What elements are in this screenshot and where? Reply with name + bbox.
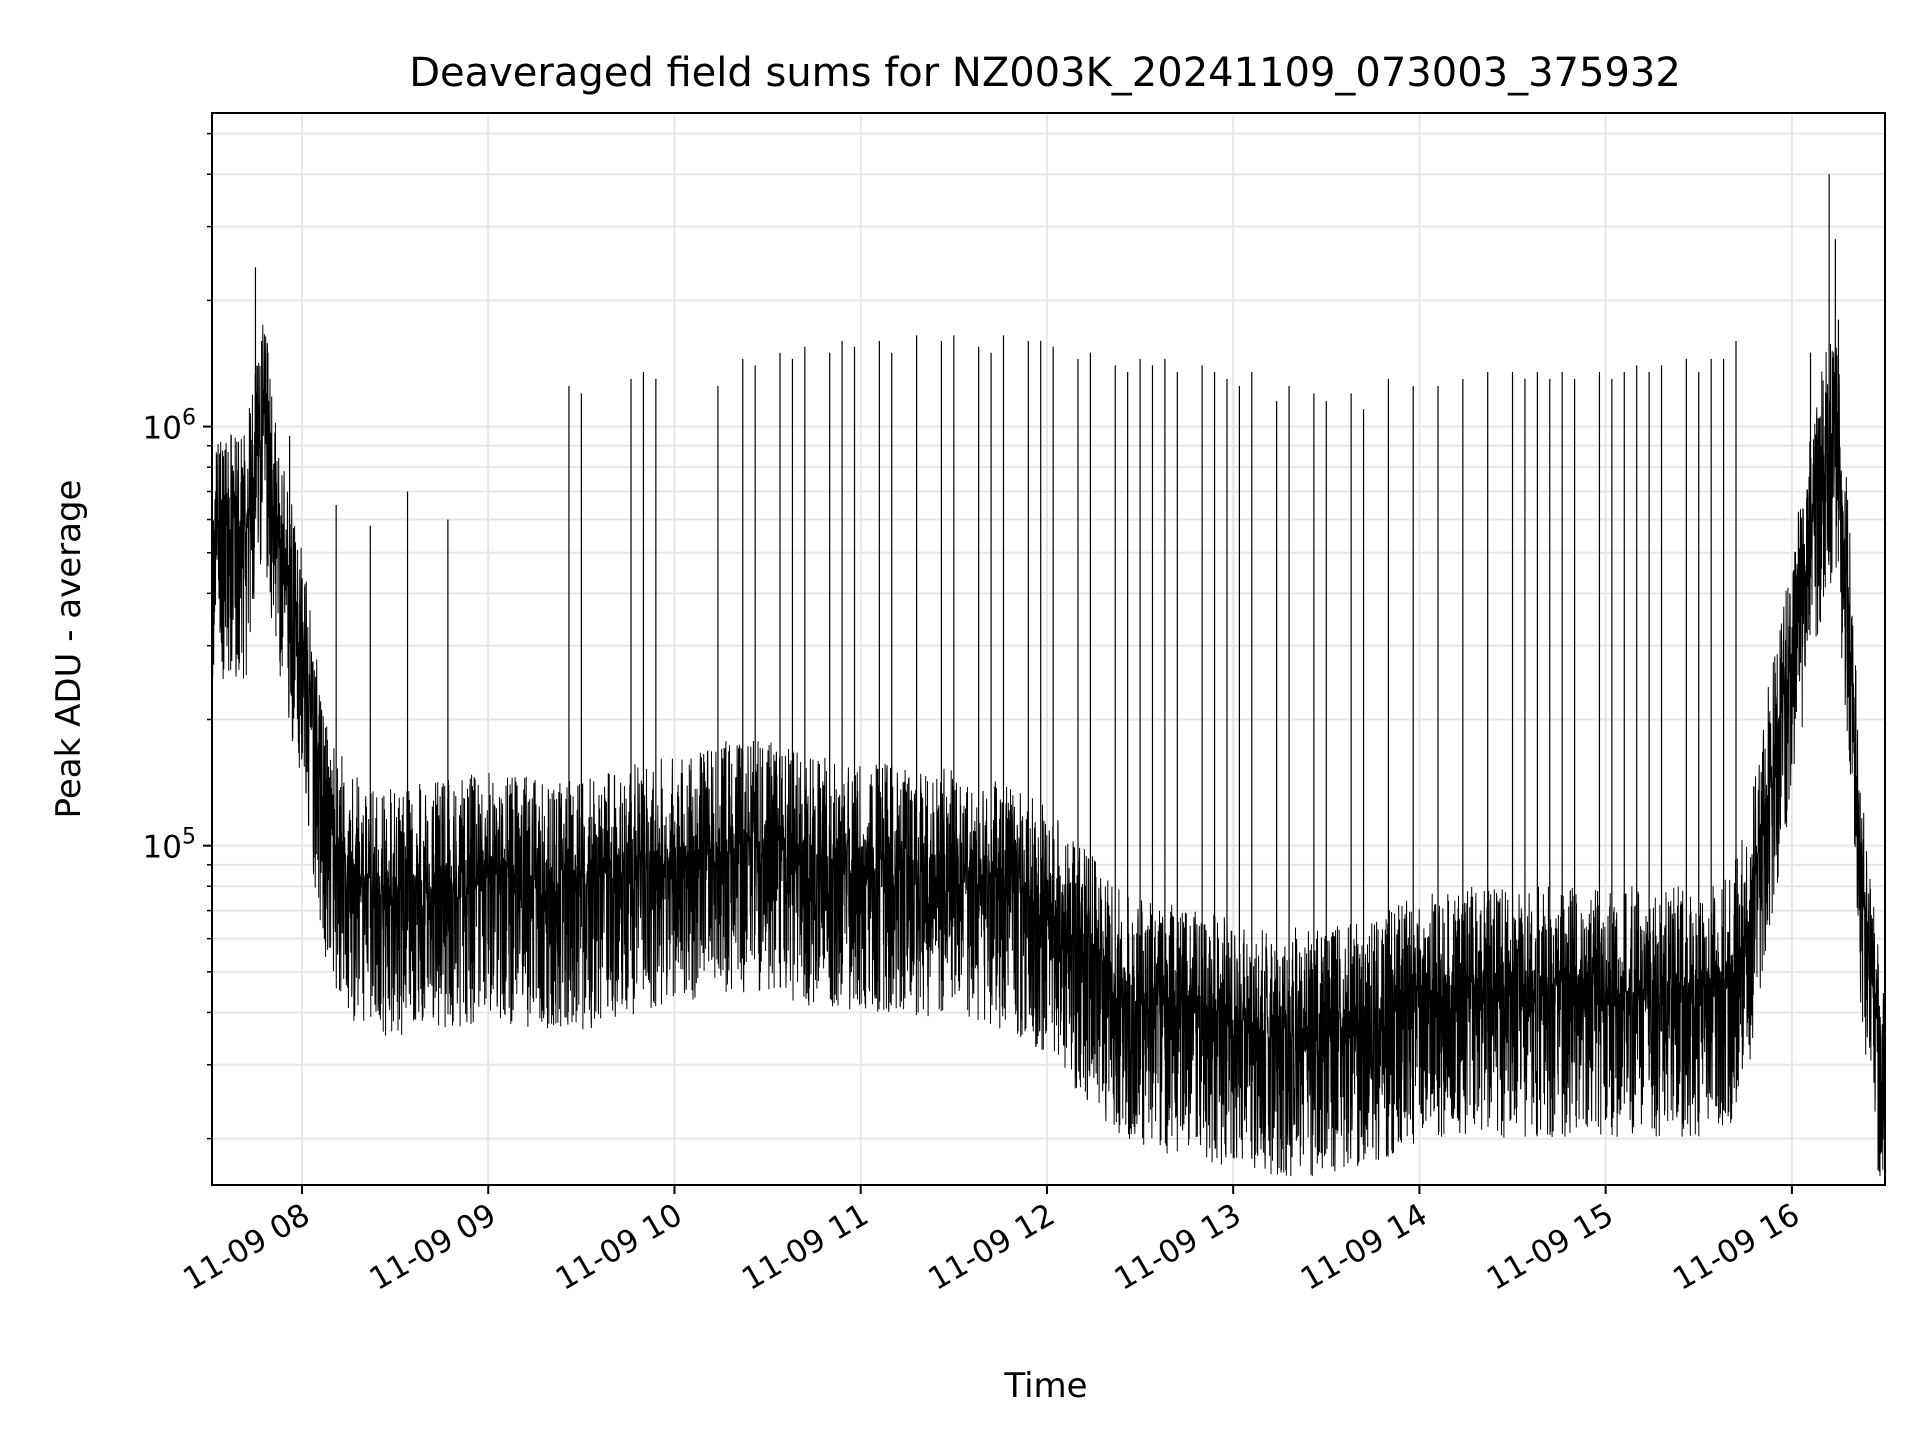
grid bbox=[212, 113, 1885, 1185]
y-tick-label: 106 bbox=[143, 406, 196, 447]
plot-frame bbox=[211, 112, 1886, 1186]
chart-title: Deaveraged field sums for NZ003K_2024110… bbox=[409, 50, 1681, 96]
x-axis-title: Time bbox=[1003, 1366, 1087, 1406]
series-line bbox=[211, 324, 1886, 1177]
data-series bbox=[211, 174, 1886, 1177]
y-tick-label: 105 bbox=[143, 825, 196, 866]
y-axis-title: Peak ADU - average bbox=[49, 480, 89, 819]
